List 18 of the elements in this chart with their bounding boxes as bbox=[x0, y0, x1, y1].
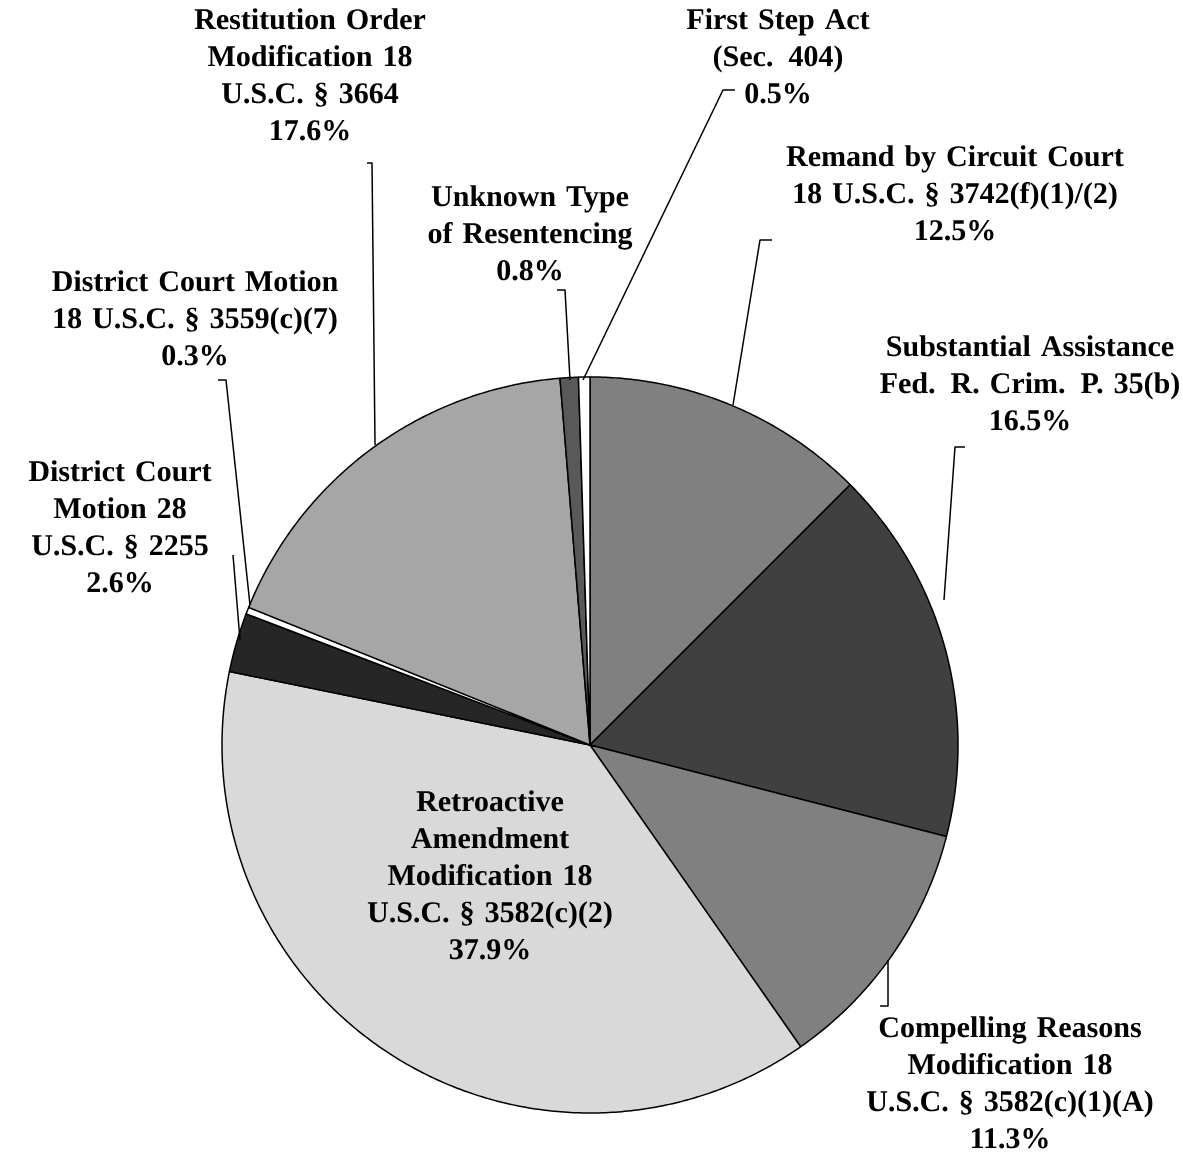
data-label: 16.5% bbox=[991, 410, 1069, 431]
slice-label: District Court Motion 18 U.S.C. § 3559(c)(7) bbox=[52, 270, 338, 335]
data-label: 2.6% bbox=[87, 572, 151, 593]
slice-label: Remand by Circuit Court 18 U.S.C. § 3742(f)(1)/(2) bbox=[786, 145, 1124, 210]
slice-label: Compelling Reasons Modification 18 U.S.C. § 3582(c)(1)(A) bbox=[867, 1016, 1153, 1118]
slice-label: Retroactive Amendment Modification 18 U.S.C. § 3582(c)(2) bbox=[367, 790, 612, 929]
data-label: 0.5% bbox=[745, 83, 809, 104]
slice-label: District Court Motion 28 U.S.C. § 2255 bbox=[28, 460, 212, 559]
data-label: 0.3% bbox=[162, 345, 226, 366]
data-label: 12.5% bbox=[916, 220, 994, 241]
data-label: 17.6% bbox=[271, 120, 349, 141]
slice-label: Substantial Assistance Fed. R. Crim. P. 35(b) bbox=[880, 335, 1179, 400]
slice-label: First Step Act (Sec. 404) bbox=[686, 8, 870, 73]
data-label: 0.8% bbox=[497, 260, 561, 281]
slice-label: Unknown Type of Resentencing bbox=[428, 185, 633, 250]
slice-label: Restitution Order Modification 18 U.S.C. § 3664 bbox=[194, 8, 426, 107]
data-label: 37.9% bbox=[449, 939, 529, 960]
data-label: 11.3% bbox=[971, 1128, 1048, 1149]
